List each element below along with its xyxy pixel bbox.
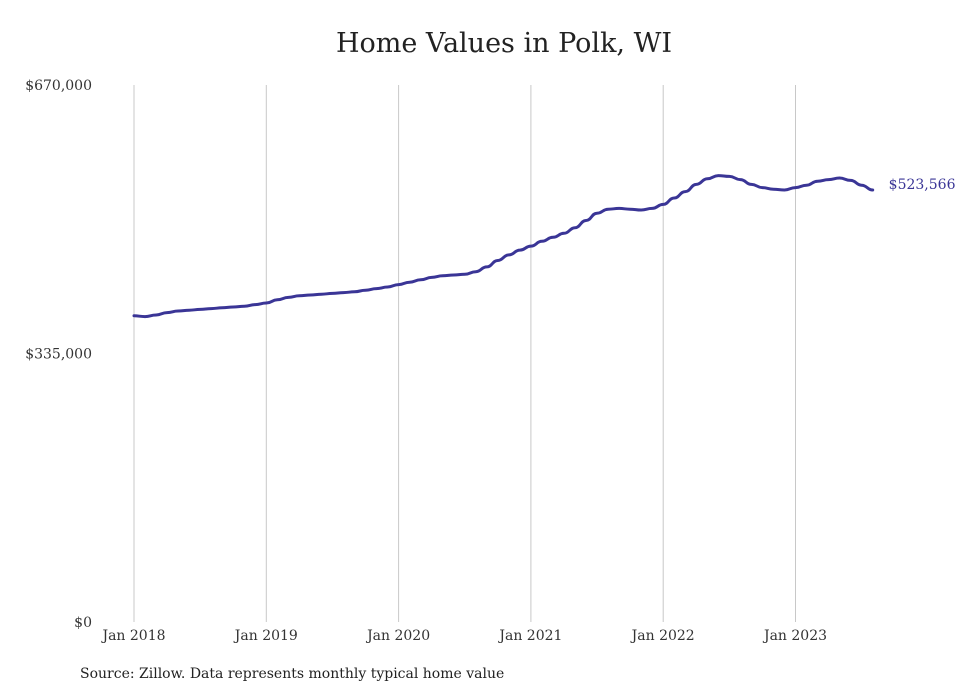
y-axis-ticks: $0 $335,000 $670,000 <box>25 78 92 631</box>
y-tick-label: $335,000 <box>25 347 92 363</box>
y-tick-label: $0 <box>74 615 92 631</box>
x-tick-label: Jan 2020 <box>365 628 430 644</box>
x-axis-ticks: Jan 2018 Jan 2019 Jan 2020 Jan 2021 Jan 2022… <box>100 628 827 644</box>
end-value-label: $523,566 <box>889 177 956 193</box>
source-note: Source: Zillow. Data represents monthly … <box>80 666 505 682</box>
series-line <box>132 174 875 319</box>
x-tick-label: Jan 2022 <box>630 628 695 644</box>
gridlines <box>133 85 796 622</box>
x-tick-label: Jan 2019 <box>233 628 298 644</box>
series-group: $523,566 <box>132 174 956 319</box>
x-tick-label: Jan 2023 <box>762 628 827 644</box>
line-chart: $0$335,000$670,000 Jan 2018 Jan 2019 Jan 2… <box>25 78 956 644</box>
y-tick-label: $670,000 <box>25 78 92 94</box>
x-tick-label: Jan 2018 <box>100 628 165 644</box>
chart-title: Home Values in Polk, WI <box>335 28 673 59</box>
x-tick-label: Jan 2021 <box>497 628 562 644</box>
